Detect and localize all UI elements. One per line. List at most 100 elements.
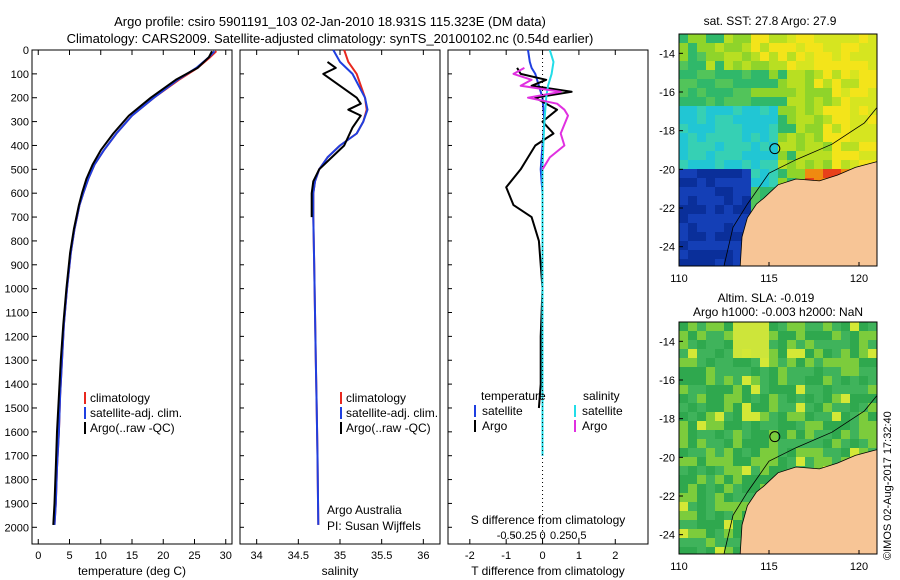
- map-cell: [706, 214, 715, 223]
- map-cell: [832, 349, 841, 358]
- map-cell: [724, 457, 733, 466]
- map-cell: [859, 88, 868, 97]
- map-cell: [805, 340, 814, 349]
- map-cell: [823, 421, 832, 430]
- map-cell: [769, 322, 778, 331]
- map-cell: [823, 457, 832, 466]
- map-cell: [769, 79, 778, 88]
- map-cell: [814, 403, 823, 412]
- map-cell: [742, 88, 751, 97]
- map-cell: [778, 421, 787, 430]
- map-cell: [697, 241, 706, 250]
- map-cell: [823, 358, 832, 367]
- map-cell: [688, 160, 697, 169]
- map-cell: [850, 133, 859, 142]
- map-cell: [715, 196, 724, 205]
- map-cell: [760, 115, 769, 124]
- y-tick-label-1400: 1400: [5, 379, 29, 391]
- map-cell: [706, 70, 715, 79]
- map-cell: [868, 403, 877, 412]
- map-cell: [868, 142, 877, 151]
- map-cell: [841, 412, 850, 421]
- map-cell: [706, 367, 715, 376]
- map-cell: [733, 520, 742, 529]
- map-cell: [715, 358, 724, 367]
- map-cell: [679, 178, 688, 187]
- map-cell: [724, 376, 733, 385]
- map-cell: [778, 340, 787, 349]
- map-cell: [796, 385, 805, 394]
- map-cell: [787, 376, 796, 385]
- x-tick-label--1: -1: [501, 550, 511, 562]
- map-cell: [688, 448, 697, 457]
- series-line-2: [52, 50, 213, 525]
- map-cell: [760, 367, 769, 376]
- map-cell: [715, 160, 724, 169]
- map-cell: [733, 232, 742, 241]
- map-cell: [841, 394, 850, 403]
- map-cell: [814, 412, 823, 421]
- map-cell: [733, 376, 742, 385]
- map-cell: [832, 457, 841, 466]
- map-cell: [850, 88, 859, 97]
- map-cell: [760, 421, 769, 430]
- map-cell: [814, 124, 823, 133]
- map-cell: [715, 520, 724, 529]
- map-cell: [742, 151, 751, 160]
- map-cell: [742, 124, 751, 133]
- salinity-profile-panel: 34 34.5 35 35.5 36 salinity climatologysatelli…: [239, 49, 441, 578]
- legend-label-1: satellite-adj. clim.: [90, 406, 182, 420]
- map-cell: [814, 52, 823, 61]
- map-cell: [679, 70, 688, 79]
- map-cell: [832, 412, 841, 421]
- map-cell: [832, 43, 841, 52]
- map-cell: [841, 79, 850, 88]
- map-cell: [760, 106, 769, 115]
- map-cell: [859, 403, 868, 412]
- y-tick-label--22: -22: [659, 491, 675, 503]
- contour-line: [723, 107, 878, 267]
- map-cell: [697, 133, 706, 142]
- map-cell: [706, 475, 715, 484]
- map-cell: [733, 448, 742, 457]
- x-tick-label-25: 25: [188, 550, 200, 562]
- map-cell: [841, 43, 850, 52]
- map-cell: [832, 340, 841, 349]
- map-cell: [796, 43, 805, 52]
- credit-label: ©IMOS 02-Aug-2017 17:32:40: [882, 411, 894, 560]
- map-cell: [733, 34, 742, 43]
- map-cell: [742, 412, 751, 421]
- map-cell: [769, 52, 778, 61]
- map-cell: [679, 34, 688, 43]
- map-cell: [742, 169, 751, 178]
- map-cell: [760, 187, 769, 196]
- series-line-3: [512, 67, 569, 170]
- map-cell: [715, 367, 724, 376]
- map-cell: [706, 133, 715, 142]
- map-cell: [859, 115, 868, 124]
- map-cell: [823, 106, 832, 115]
- map-cell: [679, 448, 688, 457]
- map-cell: [841, 385, 850, 394]
- map-cell: [733, 70, 742, 79]
- map-cell: [724, 358, 733, 367]
- map-cell: [733, 412, 742, 421]
- map-cell: [733, 61, 742, 70]
- y-tick-label-200: 200: [11, 93, 29, 105]
- map-cell: [715, 340, 724, 349]
- x-axis-label: salinity: [322, 564, 359, 578]
- map-cell: [823, 403, 832, 412]
- map-cell: [805, 430, 814, 439]
- map-cell: [751, 367, 760, 376]
- y-tick-label-1200: 1200: [5, 331, 29, 343]
- map-cell: [697, 70, 706, 79]
- series-line-2: [541, 49, 555, 456]
- map-cell: [751, 358, 760, 367]
- map-cell: [688, 61, 697, 70]
- y-tick-label-1500: 1500: [5, 403, 29, 415]
- map-cell: [814, 376, 823, 385]
- map-cell: [823, 340, 832, 349]
- map-cell: [814, 151, 823, 160]
- y-tick-label-600: 600: [11, 188, 29, 200]
